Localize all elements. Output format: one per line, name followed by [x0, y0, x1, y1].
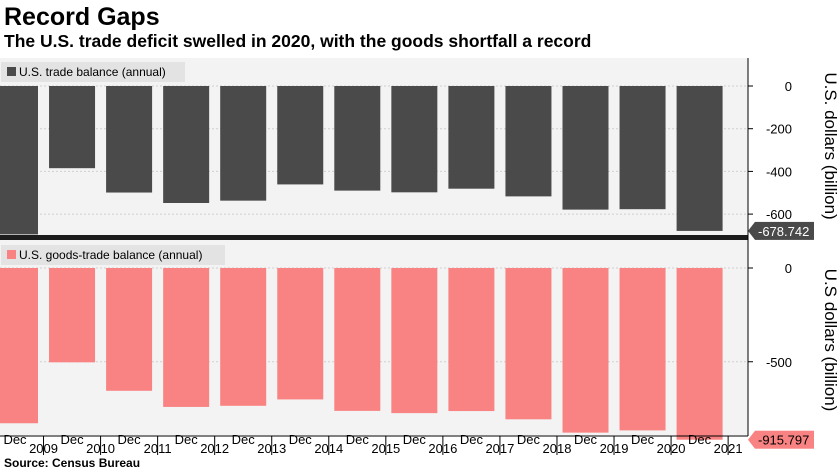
- legend-box-bottom: [1, 245, 225, 265]
- legend-layer: U.S. trade balance (annual) U.S. goods-tr…: [1, 62, 225, 265]
- x-tick-month-2017: Dec: [460, 432, 484, 447]
- bar-top-2020: [619, 86, 666, 210]
- x-tick-month-2010: Dec: [60, 432, 84, 447]
- x-tick-year-2014: 2014: [314, 441, 343, 456]
- x-tick-year-2012: 2012: [200, 441, 229, 456]
- bar-top-2012: [163, 86, 210, 203]
- x-tick-year-2021: 2021: [714, 441, 743, 456]
- x-tick-month-2016: Dec: [403, 432, 427, 447]
- x-tick-month-2015: Dec: [346, 432, 370, 447]
- bar-bottom-2017: [448, 268, 495, 412]
- x-tick-month-2011: Dec: [118, 432, 142, 447]
- bar-top-2013: [220, 86, 267, 201]
- bar-bottom-2011: [106, 268, 153, 391]
- x-tick-year-2019: 2019: [600, 441, 629, 456]
- bar-bottom-2015: [334, 268, 381, 411]
- x-tick-year-2013: 2013: [257, 441, 286, 456]
- y-tick-label-top-2: -400: [766, 164, 792, 179]
- bar-bottom-2010: [49, 268, 96, 363]
- x-tick-month-2019: Dec: [574, 432, 598, 447]
- bar-top-2017: [448, 86, 495, 189]
- value-callout-pointer-top: [748, 221, 755, 240]
- x-tick-month-2020: Dec: [631, 432, 655, 447]
- legend-label-top: U.S. trade balance (annual): [19, 65, 166, 79]
- bar-top-2011: [106, 86, 153, 193]
- legend-swatch-top: [7, 67, 16, 76]
- legend-label-bottom: U.S. goods-trade balance (annual): [19, 248, 202, 262]
- x-tick-month-2012: Dec: [175, 432, 199, 447]
- x-tick-month-2018: Dec: [517, 432, 541, 447]
- chart-title: Record Gaps: [4, 3, 160, 31]
- x-tick-month-2013: Dec: [232, 432, 256, 447]
- bar-bottom-2019: [562, 268, 609, 433]
- panel-divider: [0, 235, 748, 240]
- bar-top-2019: [562, 86, 609, 210]
- value-callout-label-top: -678.742: [758, 224, 809, 239]
- x-tick-year-2016: 2016: [428, 441, 457, 456]
- value-callout-box-top: [755, 221, 814, 240]
- bar-top-2021: [676, 86, 723, 231]
- x-tick-year-2010: 2010: [86, 441, 115, 456]
- bar-bottom-2013: [220, 268, 267, 406]
- value-callout-pointer-bottom: [748, 430, 755, 449]
- bar-top-2009: [0, 86, 38, 235]
- x-tick-year-2015: 2015: [371, 441, 400, 456]
- y-tick-label-bottom-0: 0: [785, 261, 792, 276]
- bar-bottom-2020: [619, 268, 666, 431]
- x-tick-year-2011: 2011: [144, 441, 172, 456]
- y-tick-label-bottom-1: -500: [766, 355, 792, 370]
- y-tick-label-top-0: 0: [785, 79, 792, 94]
- callout-layer: -678.742 -915.797: [748, 221, 814, 449]
- bar-top-2010: [49, 86, 96, 169]
- bar-top-2014: [277, 86, 324, 185]
- x-tick-year-2017: 2017: [485, 441, 514, 456]
- bar-top-2015: [334, 86, 381, 191]
- bar-top-2018: [505, 86, 552, 197]
- chart-subtitle: The U.S. trade deficit swelled in 2020, …: [4, 31, 592, 51]
- value-callout-label-bottom: -915.797: [758, 433, 809, 448]
- bar-bottom-2009: [0, 268, 38, 424]
- bars-layer: [0, 86, 723, 440]
- source-note: Source: Census Bureau: [4, 456, 141, 470]
- value-callout-box-bottom: [755, 430, 814, 449]
- x-tick-month-2009: Dec: [3, 432, 27, 447]
- y-tick-label-top-1: -200: [766, 122, 792, 137]
- bar-bottom-2016: [391, 268, 438, 414]
- legend-swatch-bottom: [7, 250, 16, 259]
- bar-bottom-2018: [505, 268, 552, 420]
- x-tick-month-2014: Dec: [289, 432, 313, 447]
- legend-box-top: [1, 62, 185, 82]
- bar-bottom-2012: [163, 268, 210, 407]
- y-axis-title-top: U.S. dollars (billion): [821, 72, 840, 219]
- x-tick-year-2009: 2009: [29, 441, 58, 456]
- bar-bottom-2014: [277, 268, 324, 400]
- y-tick-label-top-3: -600: [766, 207, 792, 222]
- bar-bottom-2021: [676, 268, 723, 440]
- bar-top-2016: [391, 86, 438, 193]
- axes-layer: 0 -200 -400 -600 U.S. dollars (billion) 0 -500…: [0, 72, 840, 456]
- x-tick-year-2018: 2018: [543, 441, 572, 456]
- x-tick-month-2021: Dec: [688, 432, 712, 447]
- x-tick-year-2020: 2020: [657, 441, 686, 456]
- y-axis-title-bottom: U.S dollars (billion): [821, 269, 840, 412]
